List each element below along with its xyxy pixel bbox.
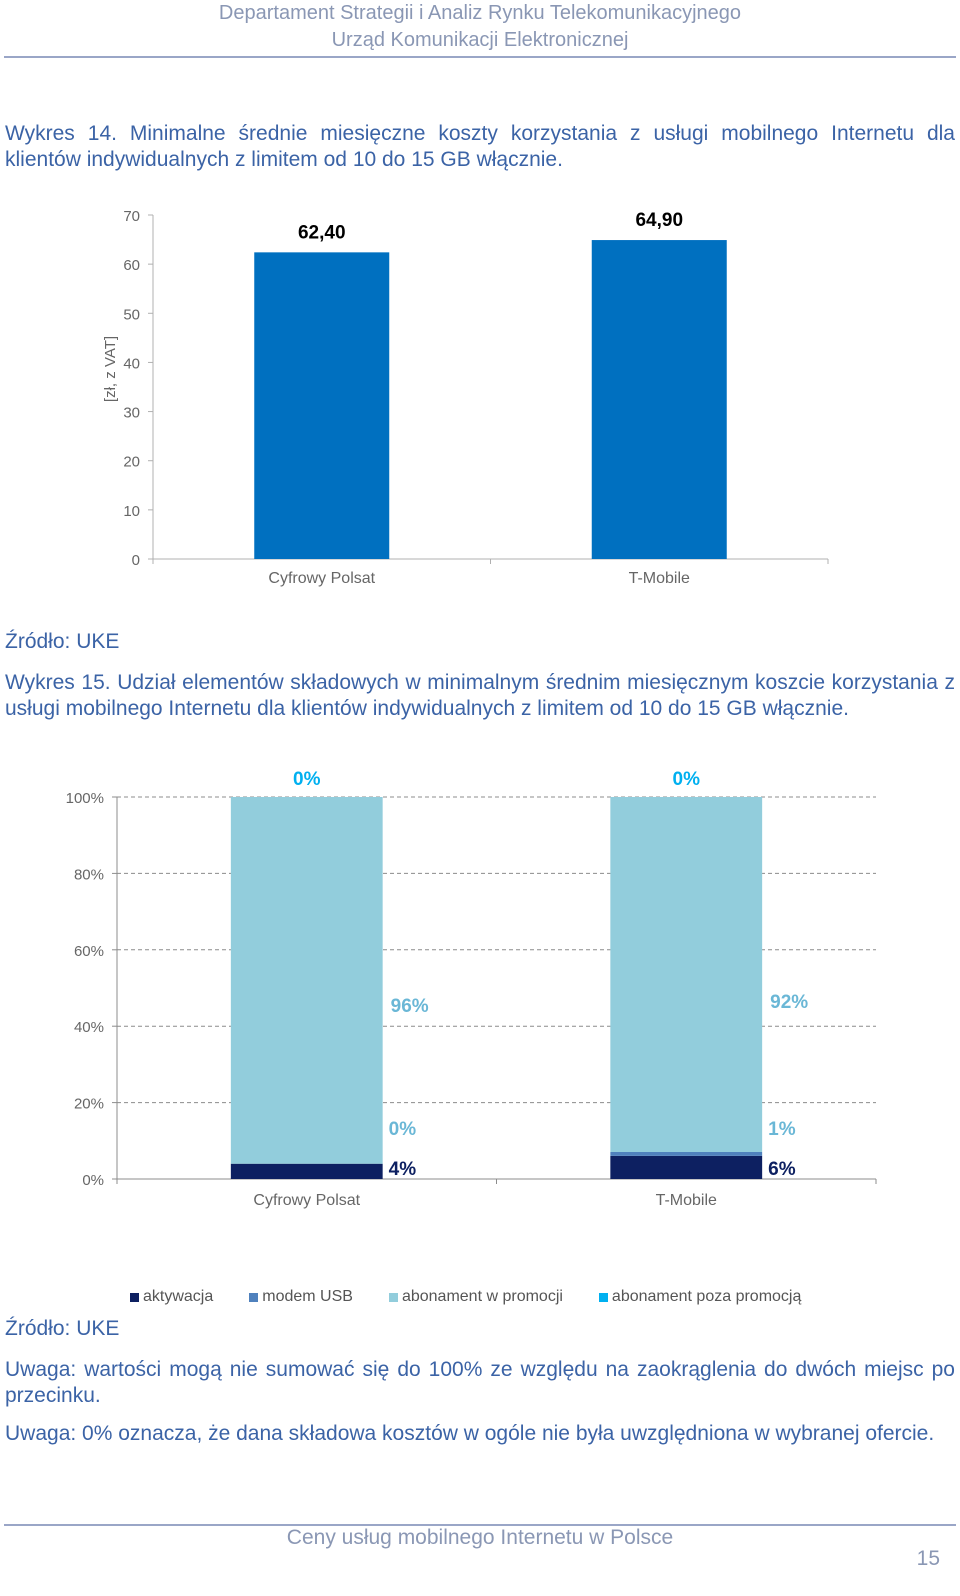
chart2-y-tick-label: 100% <box>66 790 104 807</box>
chart2-data-label: 1% <box>768 1119 796 1140</box>
chart2-data-label: 92% <box>770 992 808 1013</box>
chart1-y-tick-label: 10 <box>123 503 140 520</box>
legend-swatch <box>598 1292 608 1302</box>
chart2-source: Źródło: UKE <box>5 1317 120 1340</box>
legend-label: abonament w promocji <box>401 1288 563 1305</box>
legend-label: aktywacja <box>143 1288 214 1305</box>
chart1-x-tick-label: Cyfrowy Polsat <box>268 570 375 587</box>
chart1-source: Źródło: UKE <box>5 630 120 653</box>
chart2-legend: aktywacja modem USB abonament w promocji… <box>130 1288 837 1306</box>
legend-swatch <box>130 1292 139 1302</box>
chart1-y-tick-label: 40 <box>123 355 140 372</box>
chart2-y-tick-label: 80% <box>74 866 104 883</box>
legend-label: abonament poza promocją <box>611 1288 802 1305</box>
chart2-data-label: 0% <box>389 1119 417 1140</box>
header-divider <box>4 56 956 58</box>
legend-swatch <box>249 1292 259 1302</box>
chart1-x-tick-label: T-Mobile <box>629 570 690 587</box>
chart2-y-tick-label: 40% <box>74 1019 104 1036</box>
note-zero-percent: Uwaga: 0% oznacza, że dana składowa kosz… <box>5 1422 935 1445</box>
legend-label: modem USB <box>262 1288 353 1305</box>
chart2-y-tick-label: 0% <box>82 1172 104 1189</box>
header-department: Departament Strategii i Analiz Rynku Tel… <box>218 2 742 24</box>
chart1-data-label: 62,40 <box>298 222 346 243</box>
chart1-data-label: 64,90 <box>635 210 683 231</box>
chart1-bar <box>254 252 390 559</box>
chart1-bar <box>591 240 727 559</box>
legend-item-modem-usb: modem USB <box>249 1288 353 1306</box>
page-header: Departament Strategii i Analiz Rynku Tel… <box>0 0 960 54</box>
chart2-data-label: 6% <box>768 1159 796 1180</box>
chart2-caption: Wykres 15. Udział elementów składowych w… <box>5 671 955 720</box>
legend-item-abonament-w-promocji: abonament w promocji <box>388 1288 563 1306</box>
legend-item-abonament-poza-promocja: abonament poza promocją <box>598 1288 802 1306</box>
chart2-bar-segment <box>610 797 763 1152</box>
chart2-data-label: 96% <box>391 996 429 1017</box>
chart1-y-axis-label: [zł, z VAT] <box>102 336 119 402</box>
footer-divider <box>4 1524 956 1526</box>
chart1-y-tick-label: 60 <box>123 257 140 274</box>
footer-title: Ceny usług mobilnego Internetu w Polsce <box>286 1526 674 1549</box>
chart2-x-tick-label: Cyfrowy Polsat <box>253 1192 360 1209</box>
legend-item-aktywacja: aktywacja <box>130 1288 213 1306</box>
legend-swatch <box>388 1292 398 1302</box>
chart2-x-tick-label: T-Mobile <box>656 1192 717 1209</box>
chart2-bar-segment <box>610 1151 763 1156</box>
chart1-bar-chart: 0 10 20 30 40 50 60 70 62,40 Cyfrowy Polsat 64,90 T… <box>102 208 829 587</box>
chart2-y-tick-label: 20% <box>74 1096 104 1113</box>
chart1-y-tick-label: 30 <box>123 405 140 422</box>
chart2-data-label: 0% <box>293 769 321 790</box>
chart1-caption: Wykres 14. Minimalne średnie miesięczne … <box>5 122 955 171</box>
chart1-y-tick-label: 50 <box>123 306 140 323</box>
chart1-y-tick-label: 20 <box>123 454 140 471</box>
chart1-y-tick-label: 70 <box>123 208 140 225</box>
note-rounding: Uwaga: wartości mogą nie sumować się do … <box>5 1358 955 1407</box>
chart2-bar-segment <box>610 1155 763 1179</box>
page-number: 15 <box>916 1547 940 1570</box>
chart2-bar-segment <box>230 1163 383 1179</box>
chart2-stacked-bar-chart: 0% 20% 40% 60% 80% 100% 4% 0% 96% 0% Cyfrowy Polsa… <box>66 769 877 1209</box>
chart2-data-label: 0% <box>673 769 701 790</box>
chart1-y-tick-label: 0 <box>132 552 140 569</box>
chart2-y-tick-label: 60% <box>74 943 104 960</box>
header-office: Urząd Komunikacji Elektronicznej <box>331 29 629 51</box>
chart2-bar-segment <box>230 797 383 1164</box>
chart2-data-label: 4% <box>389 1159 417 1180</box>
